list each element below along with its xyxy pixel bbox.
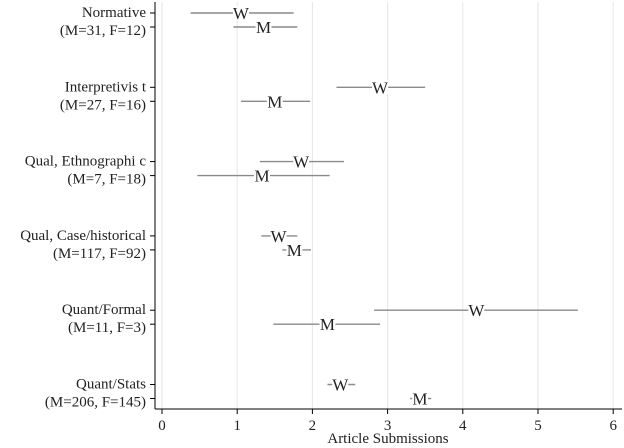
x-tick-label-0: 0 <box>158 418 166 434</box>
x-tick-label-3: 3 <box>384 418 392 434</box>
point-marker-M: M <box>320 315 335 334</box>
point-marker-M: M <box>256 18 271 37</box>
category-label: Quant/Formal <box>62 302 146 318</box>
marker-backing <box>266 94 283 109</box>
marker-backing <box>254 168 271 183</box>
marker-backing <box>319 317 336 332</box>
category-label: Interpretivis t <box>65 79 147 95</box>
point-marker-W: W <box>271 227 288 246</box>
category-label: Qual, Case/historical <box>20 228 146 244</box>
marker-backing <box>255 20 272 34</box>
category-counts: (M=11, F=3) <box>68 320 146 336</box>
category-label: Normative <box>82 5 146 21</box>
point-marker-M: M <box>287 241 302 260</box>
point-marker-W: W <box>372 78 389 97</box>
grid-lines <box>161 2 614 409</box>
category-label: Quant/Stats <box>76 377 146 393</box>
x-tick-label-4: 4 <box>459 418 467 434</box>
interval-lines <box>190 12 578 400</box>
category-counts: (M=117, F=92) <box>53 246 146 262</box>
marker-backing <box>468 303 485 318</box>
point-marker-W: W <box>233 4 250 23</box>
point-marker-W: W <box>332 376 349 395</box>
marker-backing <box>232 6 249 20</box>
x-axis-title: Article Submissions <box>327 431 448 447</box>
marker-backing <box>270 228 287 243</box>
point-marker-W: W <box>293 153 310 172</box>
marker-backing <box>293 154 310 169</box>
category-label: Qual, Ethnographi c <box>25 154 147 170</box>
category-counts: (M=206, F=145) <box>45 395 146 411</box>
marker-backing <box>372 80 389 95</box>
category-counts: (M=31, F=12) <box>60 23 146 39</box>
x-tick-label-1: 1 <box>233 418 241 434</box>
x-axis-ticks: 0 1 2 3 4 5 6 <box>158 409 617 434</box>
x-axis <box>154 2 622 410</box>
category-counts: (M=7, F=18) <box>67 172 146 188</box>
point-marker-M: M <box>254 167 269 186</box>
category-counts: (M=27, F=16) <box>60 97 146 113</box>
point-marker-M: M <box>267 92 282 111</box>
x-tick-label-5: 5 <box>534 418 542 434</box>
marker-backing <box>411 391 428 406</box>
marker-backing <box>332 377 349 392</box>
marker-backing <box>286 242 303 257</box>
point-marker-M: M <box>412 390 427 409</box>
x-tick-label-6: 6 <box>609 418 617 434</box>
x-tick-label-2: 2 <box>309 418 317 434</box>
point-marker-W: W <box>468 301 485 320</box>
category-labels: Normative (M=31, F=12) Interpretivis t (M=2… <box>20 5 155 411</box>
